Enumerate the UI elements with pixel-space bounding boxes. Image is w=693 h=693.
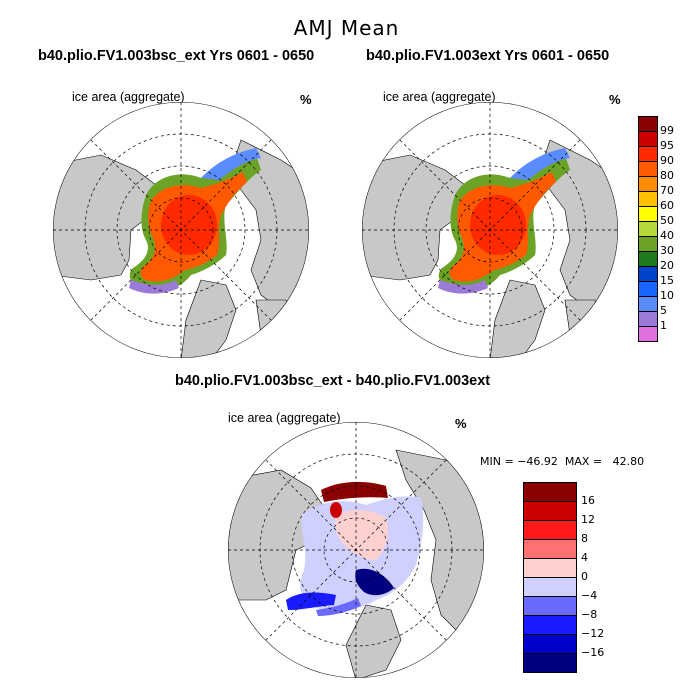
diff-field-label: ice area (aggregate) (228, 411, 341, 425)
colorbar-abs-label: 50 (660, 214, 674, 227)
colorbar-diff-swatch (524, 616, 576, 635)
colorbar-abs-swatch (639, 222, 657, 237)
colorbar-diff-swatch (524, 597, 576, 616)
colorbar-diff-swatch (524, 654, 576, 672)
colorbar-abs-swatch (639, 117, 657, 132)
colorbar-diff-swatch (524, 521, 576, 540)
colorbar-abs-swatch (639, 237, 657, 252)
right-unit-label: % (609, 92, 621, 107)
ice-diff-pos-light (335, 510, 388, 560)
land-mass (255, 299, 297, 346)
colorbar-abs-swatch (639, 282, 657, 297)
colorbar-abs-swatch (639, 207, 657, 222)
colorbar-diff-swatch (524, 635, 576, 654)
right-field-label: ice area (aggregate) (383, 90, 496, 104)
land-mass (180, 279, 237, 358)
colorbar-abs-swatch (639, 327, 657, 341)
colorbar-abs-label: 20 (660, 259, 674, 272)
sea-ice-core (161, 195, 217, 255)
colorbar-abs-label: 90 (660, 154, 674, 167)
diff-panel-title: b40.plio.FV1.003bsc_ext - b40.plio.FV1.0… (175, 373, 491, 389)
colorbar-abs-swatch (639, 162, 657, 177)
colorbar-diff-swatch (524, 502, 576, 521)
colorbar-abs-swatch (639, 147, 657, 162)
colorbar-diff-swatch (524, 483, 576, 502)
colorbar-abs-label: 80 (660, 169, 674, 182)
ice-diff-neg-strong (355, 568, 394, 596)
colorbar-diff-swatch (524, 578, 576, 597)
right-panel-title: b40.plio.FV1.003ext Yrs 0601 - 0650 (366, 48, 610, 64)
sea-ice-edge-blue (510, 148, 570, 180)
colorbar-abs-label: 60 (660, 199, 674, 212)
left-field-label: ice area (aggregate) (72, 90, 185, 104)
sea-ice-edge-purple (129, 280, 179, 294)
diff-unit-label: % (455, 416, 467, 431)
ice-diff-neg-band2 (316, 598, 361, 616)
colorbar-abs-swatch (639, 312, 657, 327)
graticule (362, 102, 618, 358)
right-polar-map (362, 102, 618, 358)
colorbar-abs-label: 40 (660, 229, 674, 242)
sea-ice-core (470, 195, 526, 255)
sea-ice-edge-blue (201, 148, 261, 180)
colorbar-diff-swatch (524, 559, 576, 578)
colorbar-diff-label: −16 (581, 646, 605, 659)
land-mass (345, 604, 402, 678)
colorbar-diff-label: 12 (581, 513, 595, 526)
ice-diff-pos-spot (330, 502, 342, 518)
colorbar-abs-label: 10 (660, 289, 674, 302)
colorbar-abs-label: 15 (660, 274, 674, 287)
colorbar-diff-label: 4 (581, 551, 588, 564)
land-mass (564, 299, 606, 346)
colorbar-diff-label: −12 (581, 627, 605, 640)
colorbar-abs-label: 5 (660, 304, 667, 317)
left-panel-title: b40.plio.FV1.003bsc_ext Yrs 0601 - 0650 (38, 48, 315, 64)
left-polar-map (53, 102, 309, 358)
diff-minmax-label: MIN = −46.92 MAX = 42.80 (480, 455, 645, 468)
colorbar-abs-swatch (639, 252, 657, 267)
colorbar-abs-label: 1 (660, 319, 667, 332)
ice-diff-pos-strong (321, 481, 388, 502)
colorbar-diff-label: 0 (581, 570, 588, 583)
colorbar-abs-swatch (639, 267, 657, 282)
colorbar-abs-swatch (639, 177, 657, 192)
sea-ice-edge-purple (438, 280, 488, 294)
left-unit-label: % (300, 92, 312, 107)
colorbar-abs-label: 70 (660, 184, 674, 197)
colorbar-diff-label: −8 (581, 608, 598, 621)
colorbar-abs-label: 30 (660, 244, 674, 257)
colorbar-diff-label: 8 (581, 532, 588, 545)
colorbar-abs-swatch (639, 297, 657, 312)
diff-polar-map (228, 422, 484, 678)
graticule (228, 422, 484, 678)
ice-diff-neg-band (286, 592, 336, 610)
colorbar-abs-swatch (639, 132, 657, 147)
colorbar-abs-label: 95 (660, 139, 674, 152)
colorbar-abs-label: 99 (660, 124, 674, 137)
colorbar-diff-label: 16 (581, 494, 595, 507)
land-mass (489, 279, 546, 358)
figure-title: AMJ Mean (293, 16, 400, 40)
colorbar-diff-label: −4 (581, 589, 598, 602)
colorbar-abs-swatch (639, 192, 657, 207)
graticule (53, 102, 309, 358)
colorbar-diff-swatch (524, 540, 576, 559)
